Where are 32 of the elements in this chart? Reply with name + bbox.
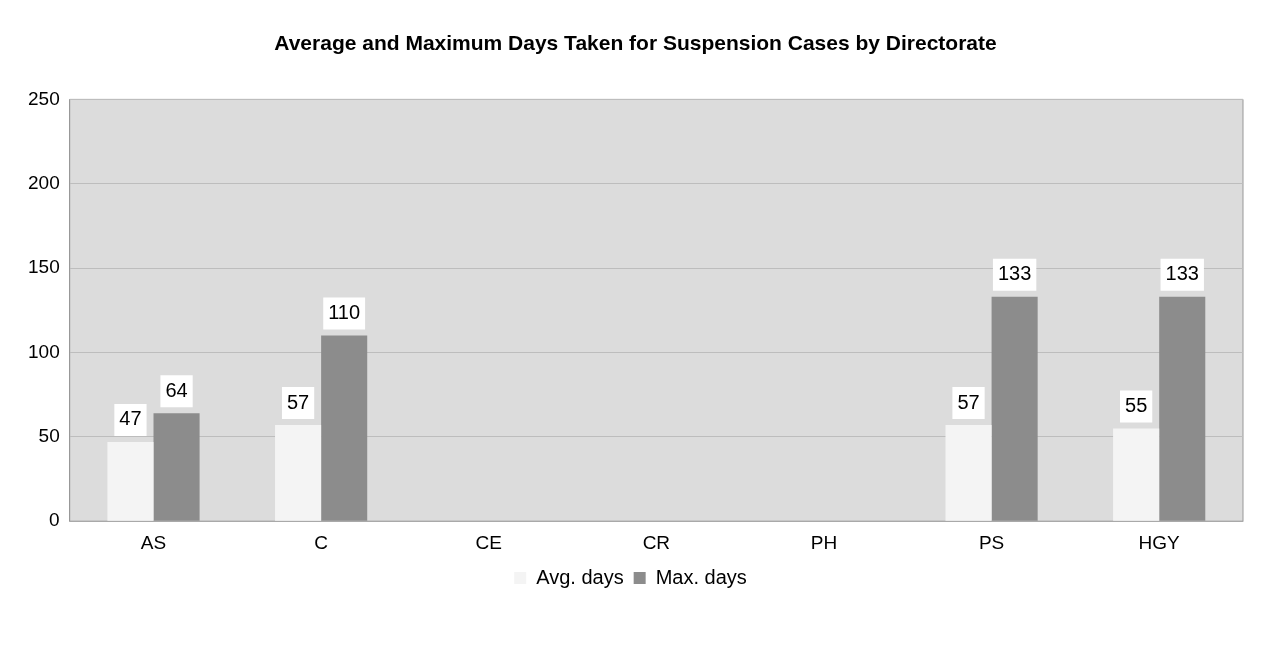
bar: [945, 425, 992, 521]
data-label: 64: [165, 378, 188, 401]
y-tick-label: 100: [28, 340, 60, 362]
bar: [275, 425, 322, 521]
x-tick-label: PS: [978, 531, 1005, 553]
bar: [1159, 296, 1206, 521]
x-tick-label: C: [314, 531, 328, 553]
data-label: 133: [997, 262, 1032, 285]
data-label: 55: [1125, 393, 1148, 416]
y-tick-label: 50: [38, 425, 60, 447]
x-tick-label: CR: [642, 531, 671, 553]
x-tick-label: PH: [810, 531, 838, 553]
data-label: 47: [119, 407, 142, 430]
bar: [991, 296, 1038, 521]
x-tick-label: CE: [475, 531, 502, 553]
data-label: 57: [286, 390, 310, 413]
data-label: 57: [957, 390, 980, 413]
x-tick-label: HGY: [1138, 531, 1181, 553]
legend-label: Max. days: [655, 565, 747, 588]
data-label: 133: [1165, 262, 1199, 285]
bar: [1113, 428, 1160, 521]
data-label: 110: [328, 301, 361, 324]
bar: [107, 441, 154, 521]
chart-title: Average and Maximum Days Taken for Suspension Cases by Directorate: [273, 30, 998, 56]
legend-label: Avg. days: [536, 565, 624, 588]
y-tick-label: 200: [28, 171, 60, 193]
x-tick-label: AS: [140, 531, 167, 553]
y-tick-label: 0: [49, 509, 60, 531]
bar: [321, 335, 368, 521]
bar: [153, 413, 200, 521]
y-tick-label: 150: [28, 256, 60, 278]
y-tick-label: 250: [28, 87, 60, 109]
